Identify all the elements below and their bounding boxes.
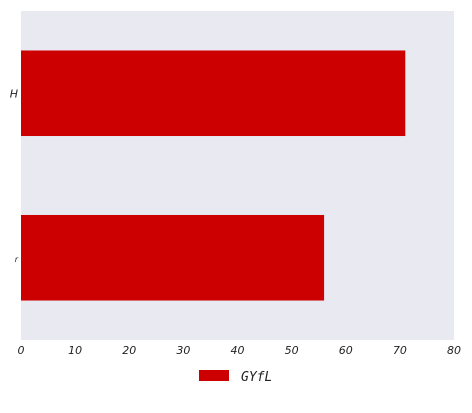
bar-r — [21, 214, 325, 301]
x-tick-label: 60 — [339, 344, 353, 357]
x-tick-label: 80 — [447, 344, 461, 357]
x-tick-label: 10 — [68, 344, 82, 357]
x-tick-label: 50 — [285, 344, 299, 357]
x-tick-label: 70 — [393, 344, 407, 357]
x-axis-ticks: 0 10 20 30 40 50 60 70 80 — [18, 344, 462, 357]
category-labels: Hr — [10, 87, 19, 264]
x-tick-label: 0 — [18, 344, 25, 357]
legend-swatch — [199, 370, 229, 381]
legend-label: GYfL — [241, 370, 272, 385]
x-tick-label: 30 — [176, 344, 190, 357]
legend: GYfL — [199, 370, 272, 385]
x-tick-label: 20 — [122, 344, 136, 357]
category-label-r: r — [15, 255, 19, 264]
bar-group — [21, 50, 406, 301]
x-tick-label: 40 — [231, 344, 245, 357]
category-label-H: H — [10, 87, 18, 100]
bar-H — [21, 50, 406, 137]
